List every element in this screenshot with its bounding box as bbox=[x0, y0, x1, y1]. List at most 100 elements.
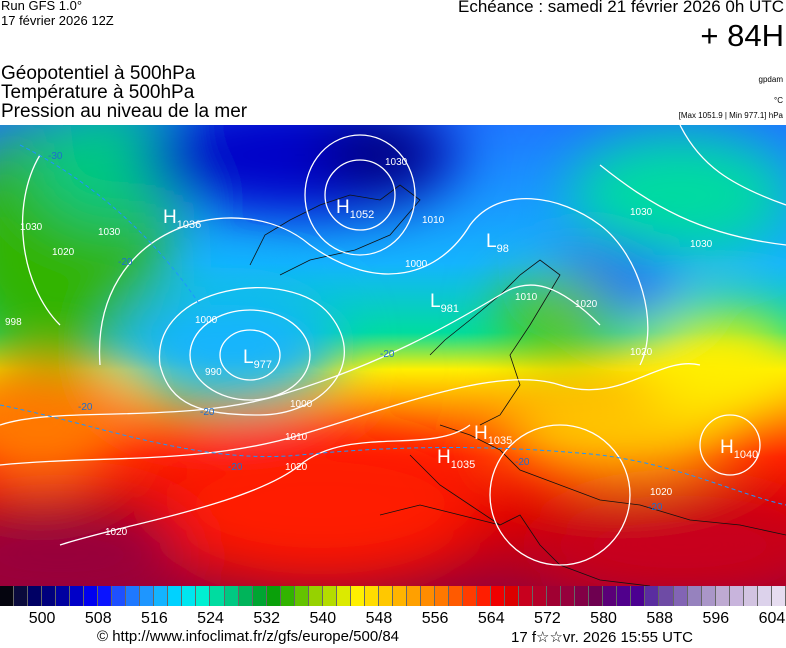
colorbar-cell bbox=[463, 586, 478, 606]
isobar-label: 998 bbox=[5, 317, 22, 328]
isobar-label: 1000 bbox=[405, 259, 428, 270]
coastlines bbox=[249, 184, 786, 586]
colorbar-tick-label: 500 bbox=[28, 610, 56, 627]
colorbar-tick-label: 532 bbox=[253, 610, 281, 627]
model-run: Run GFS 1.0° bbox=[1, 0, 83, 13]
colorbar-cell bbox=[392, 586, 407, 606]
colorbar-cell bbox=[659, 586, 674, 606]
generation-time: 17 f☆☆vr. 2026 15:55 UTC bbox=[511, 629, 693, 646]
colorbar-cell bbox=[336, 586, 351, 606]
colorbar-cell bbox=[617, 586, 632, 606]
isobar-label: 1010 bbox=[285, 432, 308, 443]
field-shading bbox=[0, 125, 786, 586]
isobar-label: 1030 bbox=[385, 157, 408, 168]
title-pressure: Pression au niveau de la mer bbox=[1, 101, 248, 122]
colorbar-cell bbox=[589, 586, 604, 606]
isobar-label: 1020 bbox=[575, 299, 598, 310]
colorbar-cell bbox=[687, 586, 702, 606]
colorbar-cell bbox=[547, 586, 562, 606]
colorbar-cell bbox=[224, 586, 239, 606]
colorbar-cell bbox=[477, 586, 492, 606]
colorbar-cell bbox=[406, 586, 421, 606]
copyright-url[interactable]: © http://www.infoclimat.fr/z/gfs/europe/… bbox=[97, 628, 400, 645]
colorbar-cell bbox=[168, 586, 183, 606]
unit-celsius: °C bbox=[774, 96, 783, 105]
colorbar-cell bbox=[505, 586, 520, 606]
isotherm-label: -20 bbox=[78, 402, 93, 413]
colorbar-tick-label: 572 bbox=[534, 610, 561, 627]
colorbar-cell bbox=[491, 586, 506, 606]
colorbar-cell bbox=[56, 586, 71, 606]
isobar-label: 1030 bbox=[690, 239, 713, 250]
colorbar-cell bbox=[673, 586, 688, 606]
isotherm-label: -20 bbox=[228, 462, 243, 473]
isobar-label: 1020 bbox=[650, 487, 673, 498]
isobar-label: 1020 bbox=[52, 247, 75, 258]
colorbar-tick-label: 588 bbox=[646, 610, 674, 627]
colorbar-cell bbox=[154, 586, 169, 606]
colorbar-cell bbox=[364, 586, 379, 606]
colorbar-cell bbox=[294, 586, 309, 606]
colorbar-cell bbox=[743, 586, 758, 606]
isobar-label: 1030 bbox=[20, 222, 43, 233]
colorbar-cell bbox=[701, 586, 716, 606]
colorbar-cell bbox=[112, 586, 127, 606]
isotherm-label: -20 bbox=[380, 349, 395, 360]
colorbar-cell bbox=[210, 586, 225, 606]
colorbar-cell bbox=[631, 586, 646, 606]
colorbar-tick-label: 596 bbox=[702, 610, 730, 627]
isobars bbox=[0, 125, 786, 566]
colorbar-tick-label: 540 bbox=[309, 610, 337, 627]
colorbar-cell bbox=[350, 586, 365, 606]
colorbar-cell bbox=[266, 586, 281, 606]
colorbar-cell bbox=[14, 586, 29, 606]
colorbar-cell bbox=[434, 586, 449, 606]
colorbar-cell bbox=[449, 586, 464, 606]
colorbar-cell bbox=[238, 586, 253, 606]
isotherm-label: -30 bbox=[48, 151, 63, 162]
colorbar-cell bbox=[0, 586, 15, 606]
colorbar-cell bbox=[98, 586, 113, 606]
colorbar-tick-label: 524 bbox=[197, 610, 224, 627]
isotherms bbox=[0, 144, 786, 506]
pressure-range: [Max 1051.9 | Min 977.1] hPa bbox=[678, 111, 783, 120]
colorbar-cell bbox=[84, 586, 99, 606]
colorbar-cell bbox=[645, 586, 660, 606]
colorbar-tick-label: 580 bbox=[590, 610, 617, 627]
colorbar-cell bbox=[378, 586, 393, 606]
colorbar-cell bbox=[308, 586, 323, 606]
colorbar-tick-label: 556 bbox=[421, 610, 449, 627]
isobar-label: 1010 bbox=[422, 215, 445, 226]
temperature-labels: -30 -20 -20 -20 -20 -20 -20 -20 bbox=[48, 151, 663, 513]
colorbar-cell bbox=[519, 586, 534, 606]
colorbar-cell bbox=[322, 586, 337, 606]
colorbar bbox=[0, 586, 786, 606]
unit-gpdam: gpdam bbox=[758, 75, 783, 84]
isotherm-label: -20 bbox=[118, 257, 133, 268]
title-geopotential: Géopotentiel à 500hPa bbox=[1, 63, 196, 84]
forecast-valid-time: Echéance : samedi 21 février 2026 0h UTC bbox=[457, 0, 784, 16]
lead-time: + 84H bbox=[700, 18, 784, 53]
colorbar-cell bbox=[729, 586, 744, 606]
colorbar-tick-label: 604 bbox=[758, 610, 786, 627]
colorbar-cell bbox=[126, 586, 141, 606]
colorbar-cell bbox=[140, 586, 155, 606]
colorbar-cell bbox=[575, 586, 590, 606]
colorbar-cell bbox=[280, 586, 295, 606]
isobar-label: 990 bbox=[205, 367, 222, 378]
run-date: 17 février 2026 12Z bbox=[1, 13, 114, 28]
colorbar-cell bbox=[757, 586, 772, 606]
colorbar-tick-label: 508 bbox=[84, 610, 112, 627]
isobar-label: 1010 bbox=[515, 292, 538, 303]
colorbar-cell bbox=[771, 586, 786, 606]
isobar-labels: 1030 1010 1000 990 1000 1010 1020 1020 1030 1020 1… bbox=[5, 157, 713, 538]
colorbar-cell bbox=[561, 586, 576, 606]
isobar-label: 1020 bbox=[630, 347, 653, 358]
isotherm-label: -20 bbox=[648, 502, 663, 513]
colorbar-cell bbox=[715, 586, 730, 606]
isobar-label: 1030 bbox=[98, 227, 121, 238]
title-temperature: Température à 500hPa bbox=[1, 82, 195, 103]
colorbar-cell bbox=[420, 586, 435, 606]
colorbar-tick-label: 516 bbox=[141, 610, 168, 627]
